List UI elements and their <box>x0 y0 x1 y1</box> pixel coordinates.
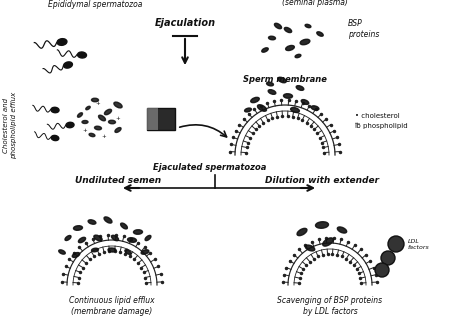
Text: Undiluted semen: Undiluted semen <box>75 176 161 185</box>
Text: Ejaculated spermatozoa: Ejaculated spermatozoa <box>153 163 267 172</box>
Ellipse shape <box>296 86 304 90</box>
Text: • cholesterol: • cholesterol <box>355 113 400 119</box>
Ellipse shape <box>57 39 67 45</box>
Text: Continuous lipid efflux
(membrane damage): Continuous lipid efflux (membrane damage… <box>69 296 155 316</box>
Ellipse shape <box>278 77 286 83</box>
Text: ℔ phospholipid: ℔ phospholipid <box>355 123 408 129</box>
Text: +: + <box>83 128 87 132</box>
Ellipse shape <box>104 217 112 223</box>
Ellipse shape <box>115 128 121 132</box>
Ellipse shape <box>63 62 72 68</box>
Ellipse shape <box>284 94 292 98</box>
Ellipse shape <box>89 133 95 137</box>
Text: Scavenging of BSP proteins
by LDL factors: Scavenging of BSP proteins by LDL factor… <box>278 296 382 316</box>
Ellipse shape <box>274 23 282 29</box>
Text: +: + <box>116 116 121 120</box>
Ellipse shape <box>297 228 307 236</box>
Ellipse shape <box>284 27 292 33</box>
Ellipse shape <box>251 97 259 103</box>
Ellipse shape <box>86 106 90 110</box>
Text: BSP
proteins: BSP proteins <box>348 19 379 39</box>
Ellipse shape <box>323 238 333 246</box>
Ellipse shape <box>305 24 311 28</box>
Ellipse shape <box>301 99 309 104</box>
Text: +: + <box>102 134 106 138</box>
Ellipse shape <box>91 98 99 102</box>
FancyBboxPatch shape <box>147 108 175 130</box>
Ellipse shape <box>77 52 86 58</box>
Ellipse shape <box>78 237 86 243</box>
Ellipse shape <box>77 113 82 117</box>
Ellipse shape <box>104 109 112 115</box>
Ellipse shape <box>99 115 105 121</box>
Ellipse shape <box>145 235 151 241</box>
Ellipse shape <box>317 32 323 36</box>
Ellipse shape <box>51 107 59 113</box>
Ellipse shape <box>94 235 102 241</box>
Ellipse shape <box>114 102 122 108</box>
Text: Accessory glands secretions
(seminal plasma): Accessory glands secretions (seminal pla… <box>261 0 369 7</box>
Ellipse shape <box>72 252 80 258</box>
Ellipse shape <box>66 122 74 128</box>
Ellipse shape <box>266 82 274 86</box>
Ellipse shape <box>82 120 88 124</box>
Ellipse shape <box>108 120 116 124</box>
Circle shape <box>375 263 389 277</box>
Ellipse shape <box>91 248 99 252</box>
Ellipse shape <box>269 36 275 40</box>
Text: Dilution with extender: Dilution with extender <box>265 176 379 185</box>
Ellipse shape <box>125 250 131 254</box>
Text: Epididymal spermatozoa: Epididymal spermatozoa <box>48 0 142 9</box>
Ellipse shape <box>338 227 346 233</box>
Text: Ejaculation: Ejaculation <box>154 18 216 28</box>
Ellipse shape <box>311 106 319 110</box>
Ellipse shape <box>245 108 252 112</box>
Ellipse shape <box>65 235 71 241</box>
Ellipse shape <box>315 222 328 228</box>
Ellipse shape <box>286 45 294 51</box>
Ellipse shape <box>73 226 82 230</box>
Ellipse shape <box>94 126 101 130</box>
Ellipse shape <box>257 105 266 111</box>
FancyBboxPatch shape <box>147 108 158 130</box>
Circle shape <box>388 236 404 252</box>
Ellipse shape <box>305 245 315 251</box>
Circle shape <box>381 251 395 265</box>
Text: LDL
factors: LDL factors <box>408 239 430 250</box>
Ellipse shape <box>295 54 301 58</box>
Ellipse shape <box>127 238 136 242</box>
Ellipse shape <box>134 230 143 234</box>
Ellipse shape <box>121 223 127 229</box>
Ellipse shape <box>88 220 96 224</box>
Ellipse shape <box>262 48 268 52</box>
Ellipse shape <box>51 136 59 141</box>
Ellipse shape <box>108 248 116 252</box>
Text: Cholesterol and
phospholipid efflux: Cholesterol and phospholipid efflux <box>3 91 17 159</box>
Ellipse shape <box>268 90 276 94</box>
Ellipse shape <box>58 250 65 254</box>
Ellipse shape <box>141 250 149 254</box>
Ellipse shape <box>112 235 118 241</box>
Text: Sperm membrane: Sperm membrane <box>243 75 327 84</box>
Ellipse shape <box>300 39 310 45</box>
Ellipse shape <box>291 108 299 112</box>
Text: +: + <box>95 100 100 106</box>
